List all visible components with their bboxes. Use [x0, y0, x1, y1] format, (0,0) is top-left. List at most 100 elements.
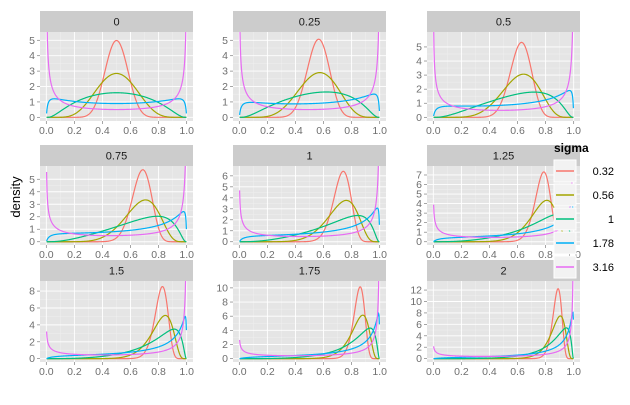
y-tick-label: 2: [416, 84, 422, 96]
density-curve-sigma-1: [239, 214, 380, 243]
x-tick-label: 0.4: [95, 249, 110, 261]
y-tick-label: 8: [416, 307, 422, 319]
x-tick-label: 0.0: [426, 366, 441, 378]
facet-panel: 1.5 0.0 0.2 0.4 0.6 0.8 1.0 0 2 4 6 8: [29, 260, 194, 378]
x-tick-label: 1.0: [566, 366, 581, 378]
y-tick-label: 0: [222, 112, 228, 124]
y-tick-label: 1: [416, 227, 422, 239]
x-tick-label: 0.0: [232, 249, 247, 261]
y-tick-label: 3: [222, 66, 228, 78]
density-curve-sigma-1: [46, 215, 187, 243]
legend-label: 3.16: [593, 262, 614, 274]
facet-title: 1.75: [299, 266, 320, 278]
x-tick-label: 1.0: [179, 249, 194, 261]
x-tick-label: 1.0: [179, 125, 194, 137]
y-tick-label: 0: [416, 236, 422, 248]
facet-strip: [427, 145, 580, 166]
legend-item: 1.78: [553, 231, 614, 255]
facet-title: 1.5: [109, 266, 124, 278]
y-tick-label: 6: [222, 311, 228, 323]
density-curve-sigma-3.16: [46, 32, 187, 111]
x-tick-label: 0.2: [454, 366, 469, 378]
y-tick-label: 10: [216, 282, 228, 294]
x-tick-label: 0.8: [344, 125, 359, 137]
facet-strip: [427, 11, 580, 32]
y-tick-label: 2: [222, 81, 228, 93]
facet-title: 2: [500, 266, 506, 278]
y-tick-label: 4: [222, 192, 228, 204]
density-curve-sigma-0.56: [239, 199, 380, 243]
density-curve-sigma-0.32: [46, 39, 187, 118]
x-tick-label: 1.0: [179, 366, 194, 378]
density-curve-sigma-1.78: [433, 203, 574, 243]
x-tick-label: 0.2: [67, 249, 82, 261]
x-tick-label: 0.6: [316, 366, 331, 378]
x-tick-label: 0.4: [288, 366, 303, 378]
x-tick-label: 0.0: [39, 366, 54, 378]
y-tick-label: 3: [29, 66, 35, 78]
x-tick-label: 0.6: [510, 125, 525, 137]
density-curve-sigma-3.16: [239, 32, 380, 111]
x-tick-label: 0.4: [288, 249, 303, 261]
density-curve-sigma-3.16: [239, 281, 380, 357]
x-tick-label: 1.0: [372, 249, 387, 261]
legend-label: 1.78: [593, 238, 614, 250]
y-tick-label: 2: [29, 81, 35, 93]
x-tick-label: 0.2: [260, 125, 275, 137]
y-tick-label: 6: [416, 319, 422, 331]
y-tick-label: 4: [29, 319, 35, 331]
x-tick-label: 0.8: [151, 249, 166, 261]
y-tick-label: 1: [222, 225, 228, 237]
legend-label: 0.32: [593, 166, 614, 178]
y-tick-label: 0: [222, 353, 228, 365]
facet-panel: 1.75 0.0 0.2 0.4 0.6 0.8 1.0 0 2 4 6 8 10: [216, 260, 387, 378]
x-tick-label: 0.2: [67, 366, 82, 378]
y-tick-label: 3: [416, 70, 422, 82]
density-curve-sigma-1.78: [239, 93, 380, 116]
density-curve-sigma-1.78: [46, 98, 187, 114]
y-tick-label: 0: [29, 236, 35, 248]
density-curve-sigma-1: [239, 327, 380, 360]
y-tick-label: 2: [29, 211, 35, 223]
facet-title: 0.5: [496, 17, 511, 29]
x-tick-label: 0.0: [39, 249, 54, 261]
facet-title: 0: [113, 17, 119, 29]
facet-title: 0.25: [299, 17, 320, 29]
y-axis-label: density: [8, 176, 23, 218]
y-tick-label: 1: [222, 96, 228, 108]
x-tick-label: 0.4: [95, 125, 110, 137]
x-tick-label: 0.6: [510, 249, 525, 261]
y-tick-label: 2: [222, 214, 228, 226]
density-curve-sigma-1: [433, 327, 574, 360]
facet-strip: [233, 145, 386, 166]
y-tick-label: 10: [410, 296, 422, 308]
x-tick-label: 1.0: [566, 125, 581, 137]
y-tick-label: 7: [416, 169, 422, 181]
density-curve-sigma-1: [433, 91, 574, 118]
density-curve-sigma-3.16: [433, 32, 574, 111]
y-tick-label: 8: [29, 286, 35, 298]
y-tick-label: 6: [416, 179, 422, 191]
x-tick-label: 0.8: [538, 125, 553, 137]
density-curve-sigma-3.16: [433, 281, 574, 358]
facet-strip: [233, 260, 386, 281]
y-tick-label: 1: [29, 96, 35, 108]
y-tick-label: 4: [222, 50, 228, 62]
y-tick-label: 2: [416, 217, 422, 229]
x-tick-label: 0.2: [67, 125, 82, 137]
x-tick-label: 0.4: [482, 249, 497, 261]
x-tick-label: 0.2: [454, 249, 469, 261]
facet-strip: [40, 260, 193, 281]
y-tick-label: 4: [222, 325, 228, 337]
y-tick-label: 5: [416, 41, 422, 53]
legend: sigma 0.32 0.56 1 1.78 3.16: [553, 141, 614, 279]
legend-label: 1: [608, 214, 614, 226]
x-tick-label: 0.8: [538, 249, 553, 261]
y-tick-label: 6: [222, 170, 228, 182]
x-tick-label: 0.4: [288, 125, 303, 137]
